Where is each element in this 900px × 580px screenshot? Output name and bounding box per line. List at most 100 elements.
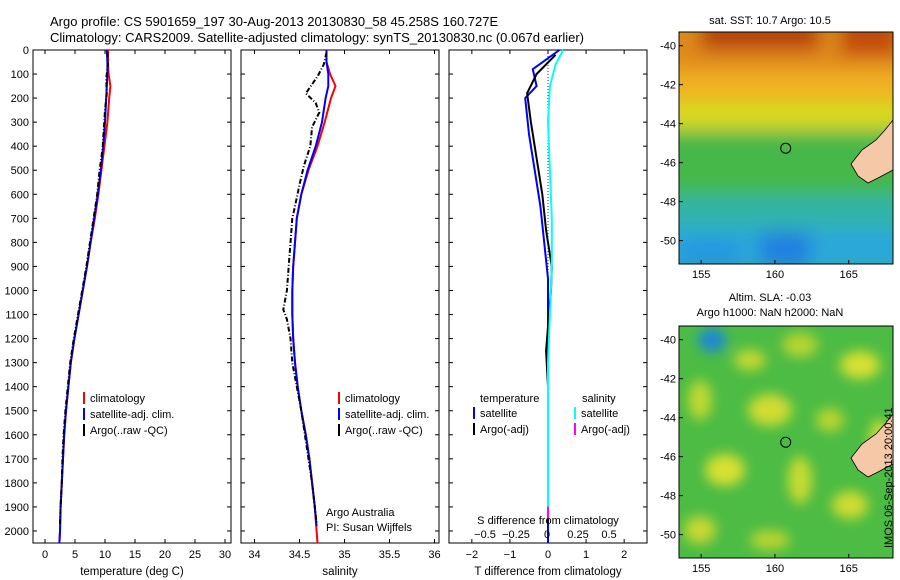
lat-tick-label: -50 [660, 530, 676, 542]
x-tick-label: 35 [338, 549, 350, 561]
sst-land-new-zealand [850, 119, 893, 184]
series-line [546, 49, 565, 507]
temperature-series [58, 49, 112, 544]
sla-blob [705, 454, 745, 486]
x-tick-label: 2 [621, 549, 627, 561]
s-tick-label: 0.25 [567, 529, 588, 541]
sla-map-subtitle: Argo h1000: NaN h2000: NaN [697, 307, 844, 319]
argo-australia-label: Argo Australia [326, 507, 395, 519]
salinity-xlabel: salinity [322, 566, 357, 578]
x-tick-label: 15 [129, 549, 141, 561]
sla-map-frame [678, 325, 894, 559]
series-line [59, 52, 110, 524]
x-tick-label: 35.5 [379, 549, 400, 561]
y-tick-label: 500 [11, 165, 29, 177]
sla-blob [840, 351, 880, 379]
s-difference-label: S difference from climatology [477, 515, 619, 527]
lat-tick-label: -42 [660, 374, 676, 386]
salinity-profile-plot: 34 34.5 35 35.5 36 climatology satellite-adj… [240, 49, 441, 578]
header-line-2: Climatology: CARS2009. Satellite-adjuste… [50, 30, 584, 45]
lat-tick-label: -40 [660, 335, 676, 347]
sla-field [679, 326, 893, 558]
sst-gradient [679, 32, 893, 264]
legend-s-satellite-label: satellite [581, 408, 618, 420]
x-tick-label: 30 [219, 549, 231, 561]
sst-band-hot [700, 32, 820, 50]
legend-temperature-heading: temperature [480, 393, 539, 405]
difference-series [524, 49, 565, 543]
temperature-legend: climatology satellite-adj. clim. Argo(..… [83, 392, 174, 437]
sst-map-frame [678, 31, 894, 265]
y-tick-label: 800 [11, 237, 29, 249]
header-line-1: Argo profile: CS 5901659_197 30-Aug-2013… [50, 14, 498, 29]
y-tick-label: 400 [11, 141, 29, 153]
legend-climatology-label: climatology [90, 393, 146, 405]
y-tick-label: 1800 [5, 478, 29, 490]
x-tick-label: 5 [72, 549, 78, 561]
lon-tick-label: 155 [692, 269, 710, 281]
lon-tick-label: 155 [692, 563, 710, 575]
s-tick-label: −0.5 [474, 529, 496, 541]
lat-tick-label: -42 [660, 80, 676, 92]
difference-profile-plot: −2 −1 0 1 2 temperature satellite Argo(-adj)… [448, 49, 648, 578]
y-tick-label: 200 [11, 93, 29, 105]
legend-s-argo-label: Argo(-adj) [581, 424, 630, 436]
sla-profile-marker [780, 436, 792, 448]
pi-label: PI: Susan Wijffels [326, 522, 412, 534]
sla-blob [832, 491, 868, 519]
lat-tick-label: -46 [660, 452, 676, 464]
sla-blob [788, 456, 812, 504]
y-tick-label: 1000 [5, 285, 29, 297]
s-tick-label: 0 [544, 529, 550, 541]
sst-band-hot-2 [840, 32, 893, 55]
y-tick-label: 1900 [5, 502, 29, 514]
salinity-legend: climatology satellite-adj. clim. Argo(..… [338, 392, 429, 437]
salinity-axis: 34 34.5 35 35.5 36 [241, 49, 441, 561]
sla-blob [698, 328, 726, 352]
salinity-plot-frame [240, 49, 440, 544]
sst-profile-marker [780, 142, 792, 154]
t-difference-xlabel: T difference from climatology [474, 566, 621, 578]
sst-map: sat. SST: 10.7 Argo: 10.5 155 160 165 -40 -4… [660, 15, 894, 281]
y-tick-label: 300 [11, 117, 29, 129]
lon-tick-label: 160 [766, 563, 784, 575]
y-tick-label: 0 [23, 45, 29, 57]
sla-land-new-zealand [850, 413, 893, 478]
y-tick-label: 1700 [5, 454, 29, 466]
x-tick-label: 36 [428, 549, 440, 561]
lat-tick-label: -48 [660, 197, 676, 209]
y-tick-label: 2000 [5, 526, 29, 538]
s-tick-label: −0.25 [502, 529, 530, 541]
temperature-xlabel: temperature (deg C) [80, 566, 184, 578]
sst-band-orange [679, 70, 893, 105]
legend-satellite-label: satellite-adj. clim. [90, 409, 174, 421]
y-tick-label: 700 [11, 213, 29, 225]
sst-field [679, 32, 893, 264]
x-tick-label: 1 [583, 549, 589, 561]
difference-legend: temperature satellite Argo(-adj) salinit… [473, 393, 630, 436]
lat-tick-label: -46 [660, 158, 676, 170]
sla-blob [684, 516, 716, 544]
x-tick-label: 0 [545, 549, 551, 561]
lon-tick-label: 165 [840, 563, 858, 575]
t-difference-axis: −2 −1 0 1 2 [449, 49, 647, 561]
lat-tick-label: -44 [660, 413, 676, 425]
y-tick-label: 900 [11, 261, 29, 273]
lat-tick-label: -48 [660, 491, 676, 503]
x-tick-label: 0 [42, 549, 48, 561]
sla-blob [734, 350, 766, 370]
lon-tick-label: 165 [840, 269, 858, 281]
lon-tick-label: 160 [766, 269, 784, 281]
legend-t-argo-label: Argo(-adj) [480, 424, 529, 436]
y-tick-label: 100 [11, 69, 29, 81]
temperature-profile-plot: 0100200300400500600700800900100011001200… [5, 45, 232, 578]
x-tick-label: 10 [99, 549, 111, 561]
x-tick-label: 25 [189, 549, 201, 561]
sst-map-title: sat. SST: 10.7 Argo: 10.5 [709, 15, 831, 27]
legend-salinity-heading: salinity [582, 393, 616, 405]
imos-credit: IMOS 06-Sep-2013 20:00:41 [883, 407, 895, 548]
sst-cold-patch [760, 232, 810, 264]
depth-axis: 0 100 200 300 400 500 600 700 800 900 1000 1100 1200… [5, 45, 231, 538]
legend-argo-label: Argo(..raw -QC) [90, 425, 168, 437]
